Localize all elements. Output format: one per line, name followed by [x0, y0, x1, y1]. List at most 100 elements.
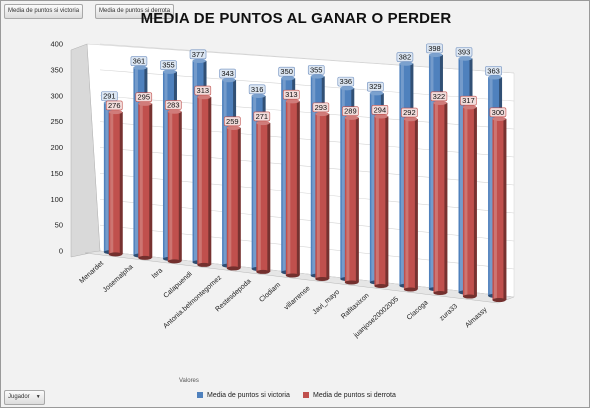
data-label: 343 [221, 69, 234, 78]
data-label: 293 [315, 103, 328, 112]
data-label-box [426, 43, 443, 54]
x-tick-label: zura33 [438, 303, 459, 323]
bar-derrota[interactable] [462, 104, 477, 299]
legend-label-victoria: Media de puntos si victoria [207, 392, 290, 399]
data-label-box [278, 66, 295, 77]
x-tick-label: Javi_mayo [312, 289, 342, 317]
y-tick-label: 50 [55, 221, 63, 230]
data-label-box [101, 91, 118, 101]
legend-swatch-victoria [197, 392, 203, 398]
y-tick-label: 350 [50, 65, 63, 74]
y-tick-label: 200 [50, 143, 63, 152]
data-label: 292 [403, 108, 416, 117]
x-tick-label: Restesdepoda [214, 278, 252, 313]
jugador-label: Jugador [8, 394, 30, 400]
values-label: Valores [179, 378, 199, 384]
x-tick-label: Menardet [78, 260, 105, 285]
data-label-box [130, 56, 148, 66]
data-label-box [371, 105, 389, 115]
field-button-victoria[interactable]: Media de puntos si victoria [4, 4, 84, 19]
chart-title: MEDIA DE PUNTOS AL GANAR O PERDER [140, 10, 452, 27]
data-label: 329 [369, 82, 382, 91]
data-label: 317 [462, 96, 475, 105]
data-label: 300 [492, 108, 505, 117]
data-label: 393 [458, 48, 471, 57]
data-label-box [194, 85, 212, 96]
data-label-box [189, 49, 207, 60]
data-label-box [489, 107, 507, 118]
bar-derrota[interactable] [226, 125, 241, 271]
y-tick-label: 0 [59, 247, 63, 256]
x-tick-label: Calapuendi [163, 270, 194, 299]
data-label-box [337, 76, 355, 87]
data-label: 283 [167, 101, 180, 110]
chart-legend: Media de puntos si victoria Media de pun… [187, 389, 487, 405]
data-label-box [367, 81, 384, 92]
data-label: 276 [108, 101, 121, 110]
data-label-box [485, 65, 502, 76]
bar-derrota[interactable] [197, 94, 212, 267]
bar-derrota[interactable] [315, 111, 330, 281]
legend-item-victoria[interactable]: Media de puntos si victoria [197, 392, 290, 399]
field-button-jugador[interactable]: Jugador ▼ [4, 390, 45, 405]
data-label: 322 [433, 92, 446, 101]
legend-item-derrota[interactable]: Media de puntos si derrota [303, 392, 396, 399]
data-label-box [342, 106, 359, 116]
bar-derrota[interactable] [167, 109, 182, 264]
data-label: 355 [310, 65, 323, 74]
bar-derrota[interactable] [403, 116, 418, 292]
data-label-box [455, 47, 473, 57]
data-label: 291 [103, 92, 116, 101]
bar-derrota[interactable] [108, 109, 123, 257]
data-label: 363 [487, 66, 500, 75]
data-label: 289 [344, 107, 357, 116]
data-label: 316 [251, 85, 264, 94]
data-label: 271 [256, 112, 269, 121]
x-tick-label: Isra [151, 267, 164, 280]
data-label-box [164, 100, 182, 110]
data-label: 382 [399, 53, 412, 62]
dropdown-arrow-icon: ▼ [35, 394, 41, 400]
data-label: 313 [197, 86, 210, 95]
data-label-box [219, 68, 236, 79]
data-label-box [401, 107, 418, 118]
data-label: 361 [133, 57, 146, 66]
data-label-box [283, 89, 300, 100]
bar-derrota[interactable] [374, 114, 389, 288]
data-label-box [248, 84, 266, 95]
data-label: 294 [374, 105, 387, 114]
data-label-box [396, 52, 414, 62]
bar-derrota[interactable] [433, 100, 448, 296]
x-tick-label: Antonia.belmontegomez [162, 274, 223, 330]
y-tick-label: 150 [50, 169, 63, 178]
x-tick-label: Almassy [464, 306, 489, 329]
bar-derrota[interactable] [285, 99, 300, 278]
data-label-box [160, 60, 177, 70]
data-label-box [430, 91, 448, 102]
data-label-box [312, 102, 330, 113]
data-label: 355 [162, 61, 175, 70]
data-label-box [460, 95, 477, 106]
data-label: 295 [138, 93, 151, 102]
bar-derrota[interactable] [256, 120, 271, 274]
y-tick-label: 100 [50, 195, 63, 204]
legend-swatch-derrota [303, 392, 309, 398]
x-tick-label: villarrense [283, 285, 311, 312]
data-label: 350 [280, 67, 293, 76]
gridline [99, 43, 515, 74]
data-label-box [105, 100, 123, 111]
y-tick-label: 300 [50, 91, 63, 100]
y-tick-label: 400 [50, 40, 63, 49]
field-button-derrota[interactable]: Media de puntos si derrota [95, 4, 175, 19]
bar-derrota[interactable] [138, 101, 153, 260]
bar-derrota[interactable] [344, 115, 359, 285]
bar-derrota[interactable] [492, 116, 507, 303]
x-tick-label: Clodiam [258, 281, 282, 303]
data-label: 313 [285, 90, 298, 99]
data-label-box [135, 92, 153, 102]
data-label-box [224, 116, 241, 127]
data-label: 377 [192, 50, 205, 59]
data-label: 259 [226, 117, 239, 126]
